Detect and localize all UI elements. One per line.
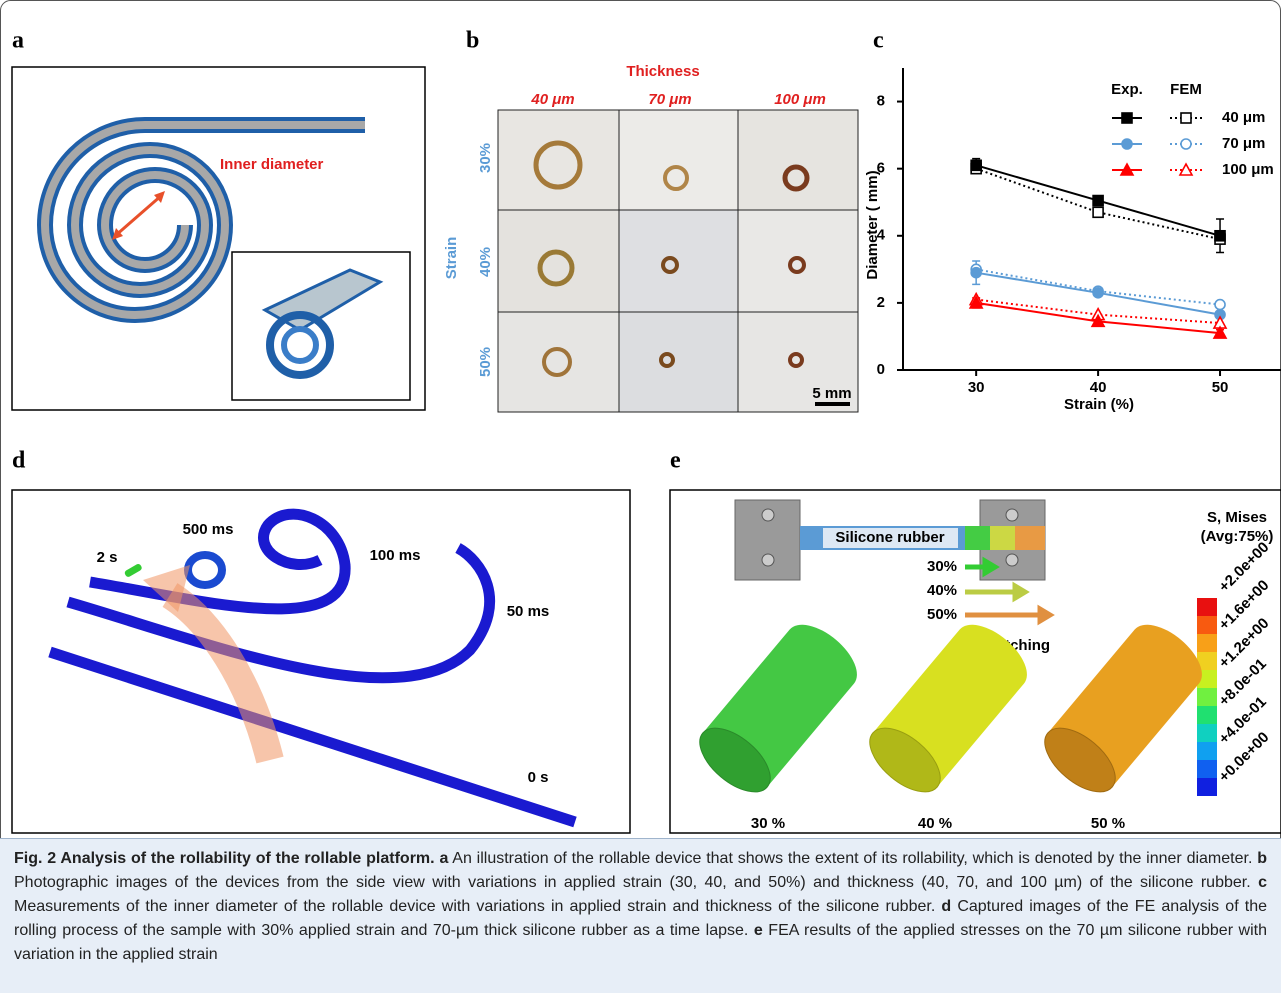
screw: [762, 509, 774, 521]
colorbar-band: [1197, 760, 1217, 778]
screw: [1006, 554, 1018, 566]
y-tick-label: 2: [877, 294, 885, 311]
caption-label: c: [1258, 874, 1267, 891]
caption-label: a: [439, 850, 448, 867]
caption-label: b: [1257, 850, 1267, 867]
colorbar-band: [1197, 724, 1217, 742]
legend-header: FEM: [1170, 81, 1202, 98]
screw: [762, 554, 774, 566]
photo: [619, 312, 738, 412]
row-header: 50%: [477, 347, 494, 377]
exp-marker: [1093, 196, 1103, 206]
legend-marker: [1122, 113, 1132, 123]
column-header: 100 μm: [774, 91, 826, 108]
strain-label: 30%: [927, 558, 957, 575]
column-header: 40 μm: [530, 91, 574, 108]
page: a b c d e Inner diameter Thickness 40 μm…: [0, 0, 1281, 993]
legend-label: 40 μm: [1222, 109, 1265, 126]
time-label: 500 ms: [183, 521, 234, 538]
caption-text: Photographic images of the devices from …: [14, 874, 1251, 891]
caption-text: An illustration of the rollable device t…: [452, 850, 1252, 867]
x-tick-label: 50: [1212, 379, 1229, 396]
time-label: 50 ms: [507, 603, 550, 620]
caption-title: Fig. 2 Analysis of the rollability of th…: [14, 850, 435, 867]
strain-label: 50%: [927, 606, 957, 623]
photo: [619, 210, 738, 312]
column-header: 70 μm: [648, 91, 691, 108]
photo: [738, 210, 858, 312]
colorbar: [1197, 598, 1217, 796]
y-tick-label: 8: [877, 93, 885, 110]
photo: [498, 110, 619, 210]
screw: [1006, 509, 1018, 521]
legend-title: S, Mises: [1207, 509, 1267, 526]
exp-marker: [971, 268, 981, 278]
x-tick-label: 30: [968, 379, 985, 396]
cylinder-label: 30 %: [751, 815, 785, 832]
x-tick-label: 40: [1090, 379, 1107, 396]
exp-marker: [1093, 288, 1103, 298]
legend-marker: [1181, 113, 1191, 123]
time-label: 0 s: [528, 769, 549, 786]
cylinder-label: 50 %: [1091, 815, 1125, 832]
fem-marker: [1215, 300, 1225, 310]
scale-bar-label: 5 mm: [812, 385, 851, 402]
caption-label: d: [941, 898, 951, 915]
legend-header: Exp.: [1111, 81, 1143, 98]
cylinder-label: 40 %: [918, 815, 952, 832]
caption-label: e: [754, 922, 763, 939]
bar-label: Silicone rubber: [835, 529, 944, 546]
colorbar-band: [1197, 598, 1217, 616]
caption-text: Measurements of the inner diameter of th…: [14, 898, 935, 915]
row-header: 30%: [477, 143, 494, 173]
photo: [738, 110, 858, 210]
y-tick-label: 0: [877, 361, 885, 378]
legend-label: 70 μm: [1222, 135, 1265, 152]
legend-label: 100 μm: [1222, 161, 1274, 178]
colorbar-band: [1197, 634, 1217, 652]
y-tick-label: 6: [877, 160, 885, 177]
colorbar-band: [1197, 706, 1217, 724]
legend-marker: [1181, 139, 1191, 149]
colorbar-band: [1197, 616, 1217, 634]
panel-label: a: [12, 28, 24, 54]
photo: [498, 210, 619, 312]
photo-grid: 5 mm: [498, 110, 858, 412]
fem-marker: [1093, 207, 1103, 217]
caption: Fig. 2 Analysis of the rollability of th…: [0, 838, 1281, 993]
x-axis-title: Strain (%): [1064, 396, 1134, 413]
annotation: Inner diameter: [220, 156, 324, 173]
time-label: 100 ms: [370, 547, 421, 564]
colorbar-band: [1197, 688, 1217, 706]
photo: [619, 110, 738, 210]
exp-marker: [971, 160, 981, 170]
strain-label: 40%: [927, 582, 957, 599]
y-axis-title: Diameter ( mm): [864, 170, 881, 279]
colorbar-band: [1197, 778, 1217, 796]
panel-label: d: [12, 448, 26, 474]
row-header: 40%: [477, 247, 494, 277]
panel-label: b: [466, 28, 479, 54]
figure: a b c d e Inner diameter Thickness 40 μm…: [0, 0, 1281, 838]
legend-marker: [1122, 139, 1132, 149]
panel-label: c: [873, 28, 884, 54]
colorbar-band: [1197, 742, 1217, 760]
strain-title: Strain: [443, 237, 460, 280]
line-chart: Diameter ( mm) Strain (%) Exp. FEM 0 2 4 6 8…: [864, 68, 1281, 413]
y-tick-label: 4: [877, 227, 886, 244]
exp-marker: [1215, 231, 1225, 241]
strain-zone: [965, 526, 990, 550]
panel-label: e: [670, 448, 681, 474]
time-label: 2 s: [97, 549, 118, 566]
photo: [498, 312, 619, 412]
strain-zone: [1015, 526, 1045, 550]
thickness-title: Thickness: [626, 63, 699, 80]
strain-zone: [990, 526, 1015, 550]
